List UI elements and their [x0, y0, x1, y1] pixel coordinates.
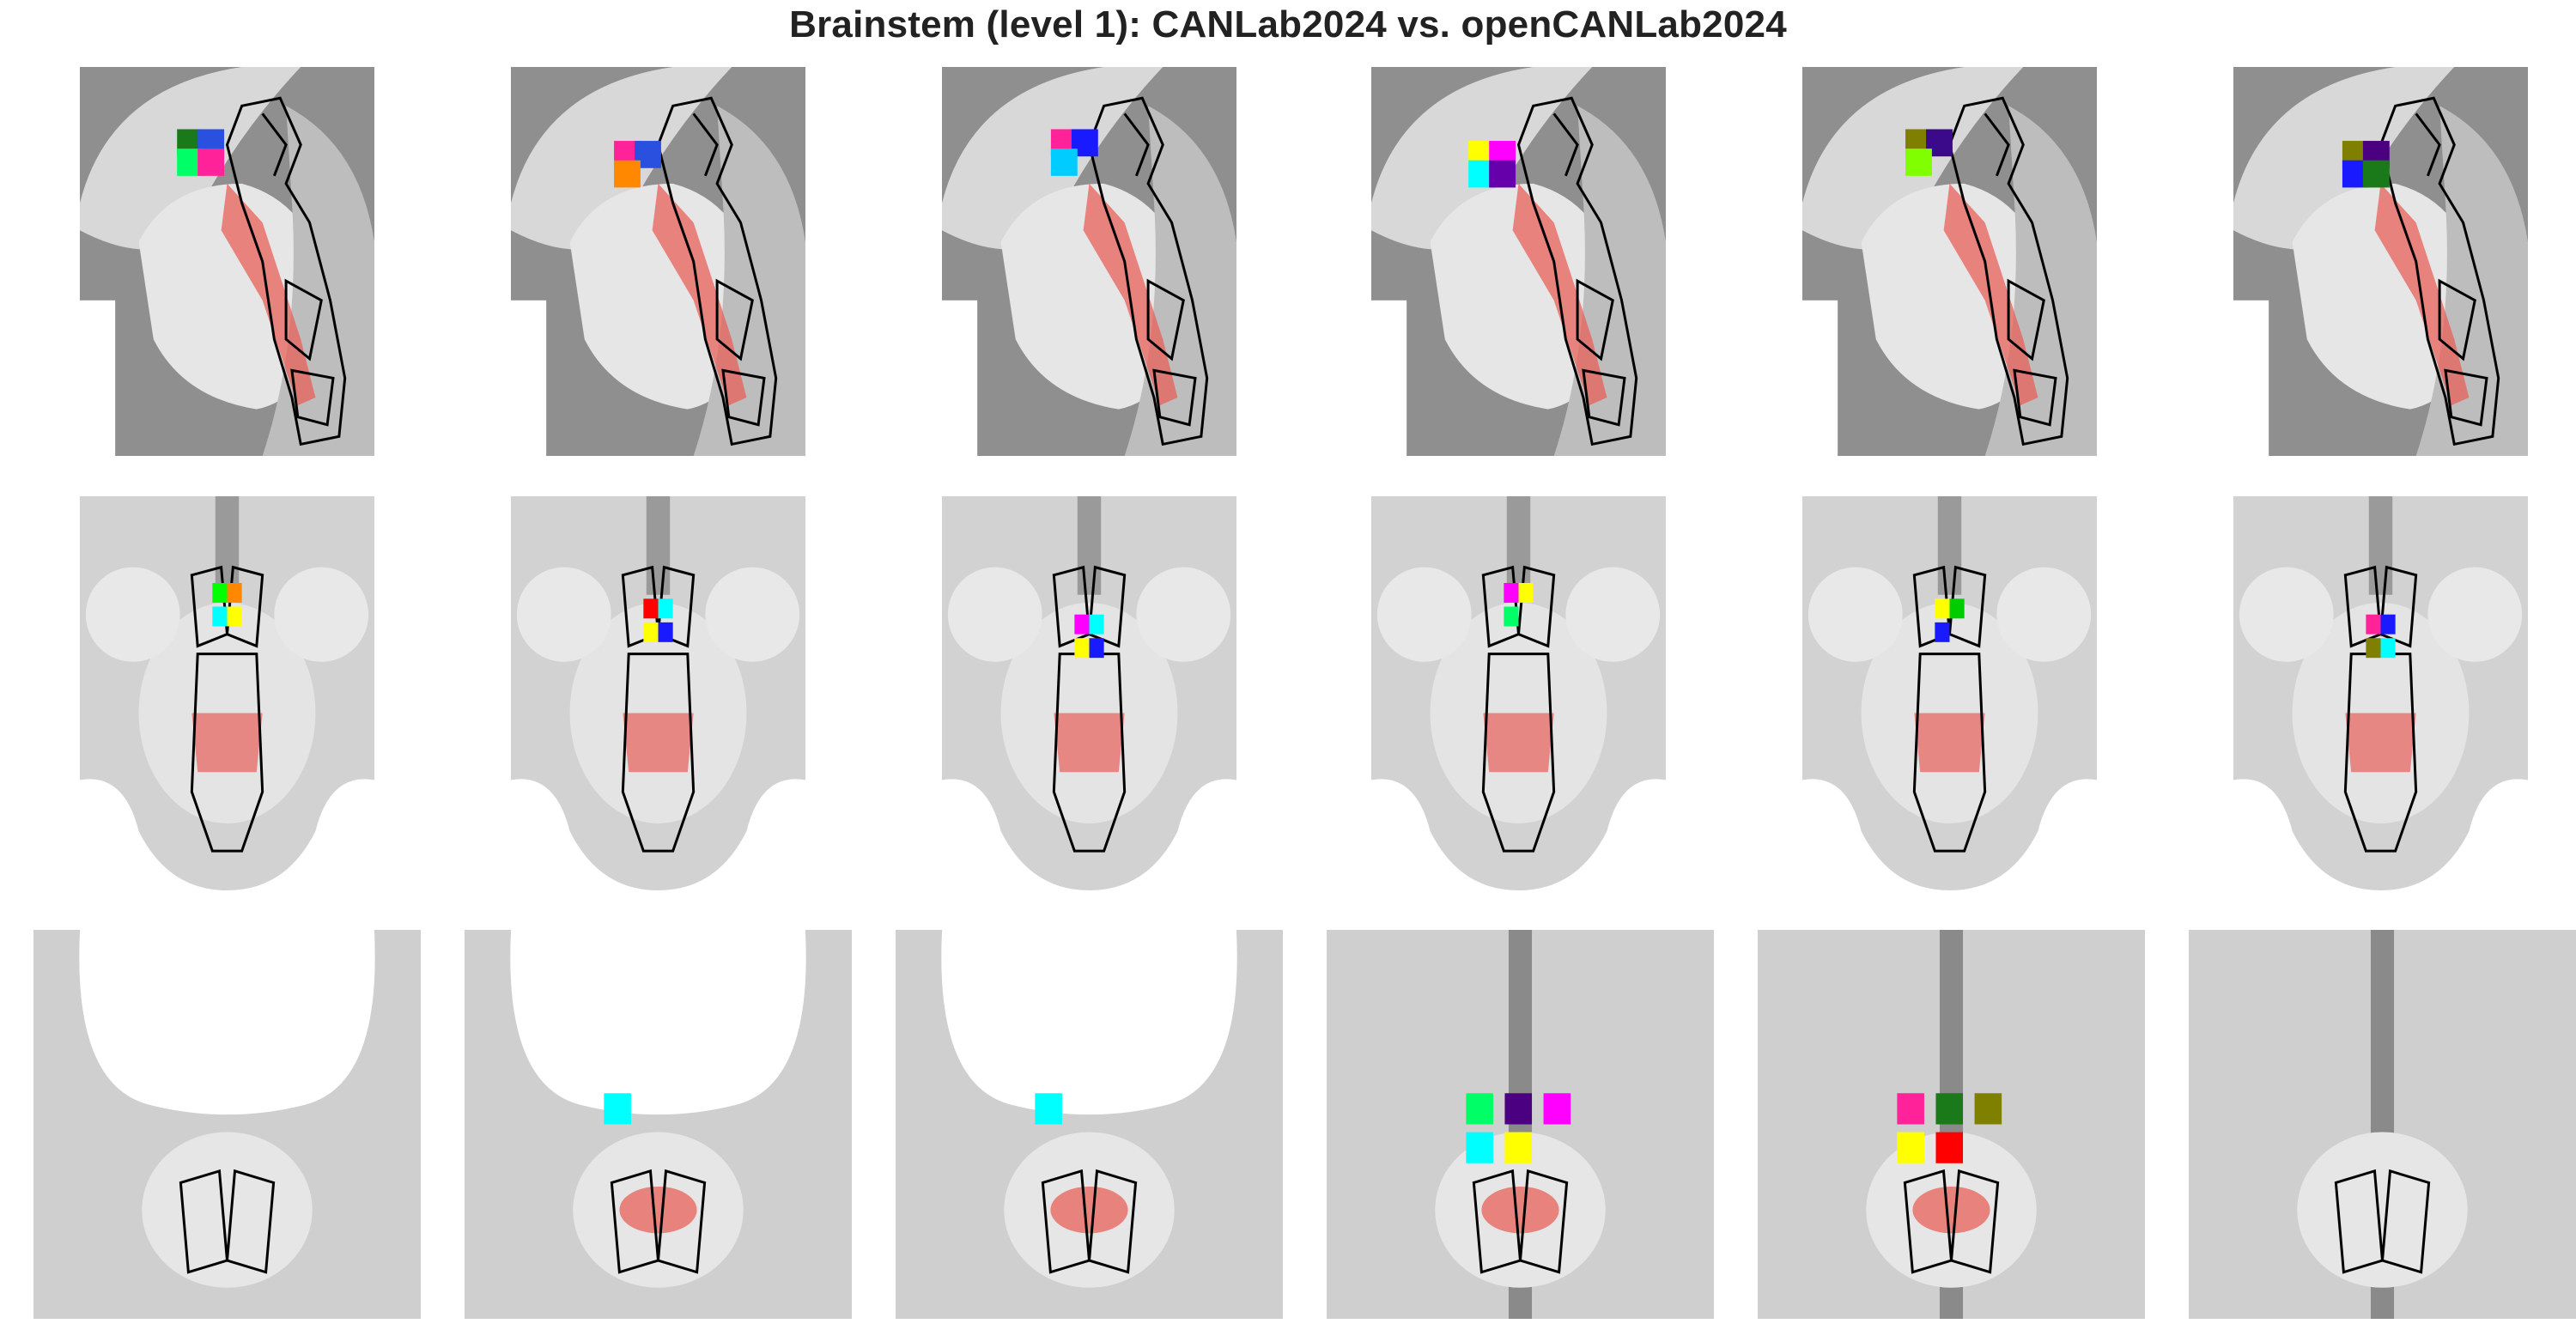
atlas-blob	[1089, 614, 1104, 635]
brain-slice-axial-2	[511, 496, 805, 890]
atlas-blob	[1504, 1132, 1533, 1163]
brain-slice-sagittal-6	[2233, 67, 2528, 456]
brain-slice-sagittal-4	[1371, 67, 1666, 456]
atlas-blob	[212, 582, 228, 603]
atlas-blob	[1035, 1093, 1062, 1125]
overlay-region	[619, 1186, 697, 1234]
atlas-outline	[225, 96, 347, 446]
atlas-blob	[1504, 1093, 1533, 1125]
atlas-blob	[1949, 598, 1965, 619]
atlas-outline	[1947, 96, 2069, 446]
brain-slice-axial-1	[80, 496, 374, 890]
brain-slice-axial-5	[1802, 496, 2097, 890]
brain-slice-coronal-2	[465, 930, 852, 1319]
overlay-region	[1050, 1186, 1128, 1234]
atlas-outline	[1903, 1169, 2000, 1274]
atlas-blob	[1050, 149, 1078, 176]
atlas-outline	[2379, 96, 2500, 446]
brain-tissue	[1802, 496, 2097, 890]
atlas-blob	[1935, 1132, 1964, 1163]
brain-slice-axial-6	[2233, 496, 2528, 890]
atlas-blob	[1466, 1132, 1493, 1163]
brain-slice-sagittal-5	[1802, 67, 2097, 456]
atlas-blob	[658, 622, 673, 642]
brain-slice-coronal-1	[33, 930, 421, 1319]
atlas-outline	[179, 1169, 276, 1274]
atlas-outline	[1516, 96, 1638, 446]
brain-slice-axial-3	[942, 496, 1236, 890]
atlas-blob	[1074, 638, 1090, 659]
atlas-blob	[212, 606, 228, 627]
atlas-blob	[614, 160, 641, 188]
overlay-region	[2345, 713, 2416, 773]
atlas-blob	[1466, 1093, 1493, 1125]
brain-slice-sagittal-2	[511, 67, 805, 456]
atlas-blob	[1504, 606, 1519, 627]
atlas-outline	[2343, 565, 2418, 853]
atlas-blob	[1935, 1093, 1964, 1125]
atlas-blob	[1489, 160, 1516, 188]
overlay-region	[191, 713, 263, 773]
figure-title: Brainstem (level 1): CANLab2024 vs. open…	[789, 3, 1787, 46]
atlas-blob	[2362, 160, 2390, 188]
overlay-region	[1914, 713, 1985, 773]
overlay-region	[1483, 713, 1554, 773]
atlas-blob	[1074, 614, 1090, 635]
brain-slice-coronal-4	[1327, 930, 1714, 1319]
overlay-region	[1054, 713, 1125, 773]
atlas-outline	[1052, 565, 1127, 853]
atlas-outline	[1087, 96, 1209, 446]
atlas-blob	[643, 598, 659, 619]
atlas-outline	[610, 1169, 707, 1274]
atlas-blob	[2366, 638, 2381, 659]
brain-slice-coronal-3	[896, 930, 1283, 1319]
atlas-blob	[1518, 582, 1534, 603]
brain-tissue	[2233, 496, 2528, 890]
brain-slice-sagittal-3	[942, 67, 1236, 456]
atlas-blob	[1089, 638, 1104, 659]
overlay-region	[623, 713, 694, 773]
atlas-blob	[1935, 622, 1950, 642]
atlas-outline	[1041, 1169, 1138, 1274]
atlas-blob	[1905, 149, 1932, 176]
overlay-region	[1912, 1186, 1990, 1234]
brain-slice-sagittal-1	[80, 67, 374, 456]
atlas-blob	[1543, 1093, 1571, 1125]
brain-tissue	[511, 496, 805, 890]
atlas-blob	[658, 598, 673, 619]
atlas-blob	[197, 149, 225, 176]
brain-tissue	[80, 496, 374, 890]
brain-slice-axial-4	[1371, 496, 1666, 890]
brain-tissue	[1371, 496, 1666, 890]
atlas-blob	[2380, 614, 2396, 635]
atlas-outline	[1481, 565, 1556, 853]
brain-slice-coronal-6	[2189, 930, 2576, 1319]
atlas-outline	[1472, 1169, 1569, 1274]
atlas-blob	[227, 582, 242, 603]
atlas-blob	[227, 606, 242, 627]
atlas-blob	[1897, 1132, 1924, 1163]
atlas-outline	[656, 96, 778, 446]
atlas-blob	[604, 1093, 631, 1125]
brain-slice-coronal-5	[1758, 930, 2145, 1319]
atlas-blob	[1974, 1093, 2002, 1125]
overlay-region	[1481, 1186, 1559, 1234]
atlas-blob	[1504, 582, 1519, 603]
atlas-outline	[2334, 1169, 2431, 1274]
atlas-blob	[643, 622, 659, 642]
brain-tissue	[942, 496, 1236, 890]
atlas-blob	[1897, 1093, 1924, 1125]
atlas-blob	[2380, 638, 2396, 659]
atlas-blob	[2366, 614, 2381, 635]
atlas-blob	[1935, 598, 1950, 619]
brain-tissue	[33, 930, 421, 1319]
